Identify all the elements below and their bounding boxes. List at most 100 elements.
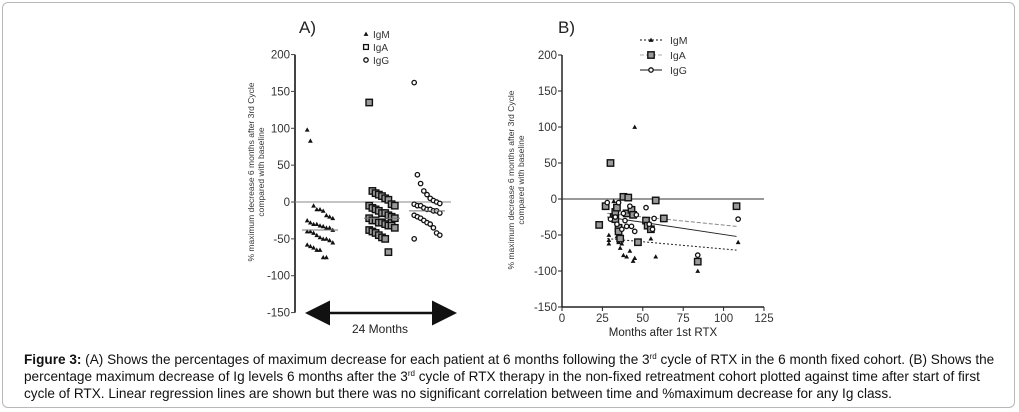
data-point-igm xyxy=(330,215,336,221)
panel-b-points xyxy=(595,124,741,273)
y-tick-label: 0 xyxy=(551,194,557,206)
legend-label-iga: IgA xyxy=(373,43,388,54)
caption-label: Figure 3: xyxy=(24,352,82,367)
data-point-igg xyxy=(627,203,633,210)
data-point-igg xyxy=(612,214,619,220)
data-point-igg xyxy=(414,171,421,178)
legend-label-igm: IgM xyxy=(373,30,390,41)
data-point-igm xyxy=(320,208,326,213)
x-tick-label: 75 xyxy=(677,313,690,325)
panel-a-x-label: 24 Months xyxy=(352,322,408,336)
legend-marker-iga-icon xyxy=(647,51,655,59)
regression-line-igm xyxy=(607,238,737,251)
data-point-igm xyxy=(327,237,332,243)
x-tick-label: 25 xyxy=(596,313,609,325)
data-point-igg xyxy=(424,191,430,198)
data-point-igm xyxy=(320,223,326,229)
data-point-igm xyxy=(327,214,332,219)
data-point-igm xyxy=(314,206,320,212)
panel-b-legend: IgM IgA IgG xyxy=(640,35,688,77)
data-point-igm xyxy=(695,268,701,273)
caption-text-2: cycle of RTX in the 6 month fixed cohort… xyxy=(24,352,995,384)
data-point-igg xyxy=(436,210,443,216)
data-point-igm xyxy=(632,255,638,260)
y-tick-label: 150 xyxy=(271,86,290,98)
panel-a-points xyxy=(302,79,445,260)
x-tick-label: 100 xyxy=(714,313,733,325)
data-point-igm xyxy=(311,245,316,250)
caption-sup-1: rd xyxy=(649,352,657,361)
data-point-igm xyxy=(606,232,612,237)
data-point-igg xyxy=(436,200,443,207)
data-point-igm xyxy=(317,234,323,240)
data-point-igg xyxy=(643,204,649,211)
data-point-igm xyxy=(324,254,329,260)
y-tick-label: 200 xyxy=(538,50,557,62)
y-tick-label: 50 xyxy=(277,160,290,172)
data-point-igg xyxy=(604,199,611,206)
legend-label-iga: IgA xyxy=(670,50,686,62)
data-point-igg xyxy=(618,226,625,233)
y-tick-label: -100 xyxy=(267,271,290,283)
data-point-igm xyxy=(619,241,625,246)
data-point-igm xyxy=(735,239,741,245)
y-label-line-2: compared with baseline xyxy=(256,127,266,217)
y-tick-label: -100 xyxy=(534,266,557,278)
panel-b-x-label: Months after 1st RTX xyxy=(609,327,718,339)
panel-b-y-axis-label: % maximum decrease 6 months after 3rd Cy… xyxy=(506,90,526,269)
data-point-igm xyxy=(324,225,329,230)
data-point-igg xyxy=(620,210,627,217)
caption-sup-2: rd xyxy=(407,369,415,378)
data-point-igg xyxy=(735,216,741,223)
data-point-iga xyxy=(732,202,741,211)
data-point-igg xyxy=(436,232,443,239)
panel-a-y-axis-label: % maximum decrease 6 months after 3rd Cy… xyxy=(246,82,266,261)
data-point-igg xyxy=(622,217,628,224)
data-point-igm xyxy=(621,252,626,258)
y-tick-label: 100 xyxy=(271,123,290,135)
data-point-iga xyxy=(381,234,390,243)
data-point-igm xyxy=(317,247,323,252)
data-point-igm xyxy=(317,206,323,212)
y-label-line-1: % maximum decrease 6 months after 3rd Cy… xyxy=(246,82,256,261)
data-point-igm xyxy=(648,236,654,241)
data-point-igm xyxy=(324,212,329,218)
data-point-igg xyxy=(614,221,620,228)
data-point-igm xyxy=(308,243,313,249)
panel-a-title: A) xyxy=(299,18,316,37)
data-point-igm xyxy=(320,254,326,260)
data-point-igm xyxy=(311,221,316,227)
data-point-iga xyxy=(613,203,621,212)
data-point-igg xyxy=(633,211,640,218)
data-point-igg xyxy=(430,224,437,231)
data-point-igm xyxy=(320,236,326,241)
panel-a-y-axis: 200 150 100 50 0 -50 -100 -150 xyxy=(267,50,451,320)
data-point-iga xyxy=(390,223,399,232)
y-tick-label: 150 xyxy=(538,86,557,98)
y-tick-label: 0 xyxy=(284,197,290,209)
data-point-igm xyxy=(314,232,320,238)
regression-line-igg xyxy=(607,216,737,237)
data-point-igm xyxy=(611,198,617,204)
data-point-igm xyxy=(304,229,310,234)
legend-marker-igm-icon xyxy=(363,31,369,36)
data-point-igm xyxy=(314,221,320,227)
y-tick-label: 200 xyxy=(271,50,290,62)
figure-frame xyxy=(2,2,1015,408)
panel-a: A) % maximum decrease 6 months after 3rd… xyxy=(246,18,457,336)
legend-marker-igm-icon xyxy=(648,37,654,42)
data-point-igm xyxy=(606,241,612,246)
data-point-igm xyxy=(308,138,313,143)
data-point-igg xyxy=(411,236,418,242)
caption-text-3: cycle of RTX therapy in the non-fixed re… xyxy=(24,369,980,401)
panel-b: B) % maximum decrease 6 months after 3rd… xyxy=(506,18,774,339)
y-tick-label: -150 xyxy=(267,308,290,320)
data-point-iga xyxy=(693,257,702,266)
data-point-igm xyxy=(314,247,320,252)
data-point-igg xyxy=(694,252,701,259)
data-point-igm xyxy=(311,203,316,208)
data-point-iga xyxy=(616,234,625,243)
y-label-line-2: compared with baseline xyxy=(516,135,526,225)
figure-charts: A) % maximum decrease 6 months after 3rd… xyxy=(246,18,774,339)
